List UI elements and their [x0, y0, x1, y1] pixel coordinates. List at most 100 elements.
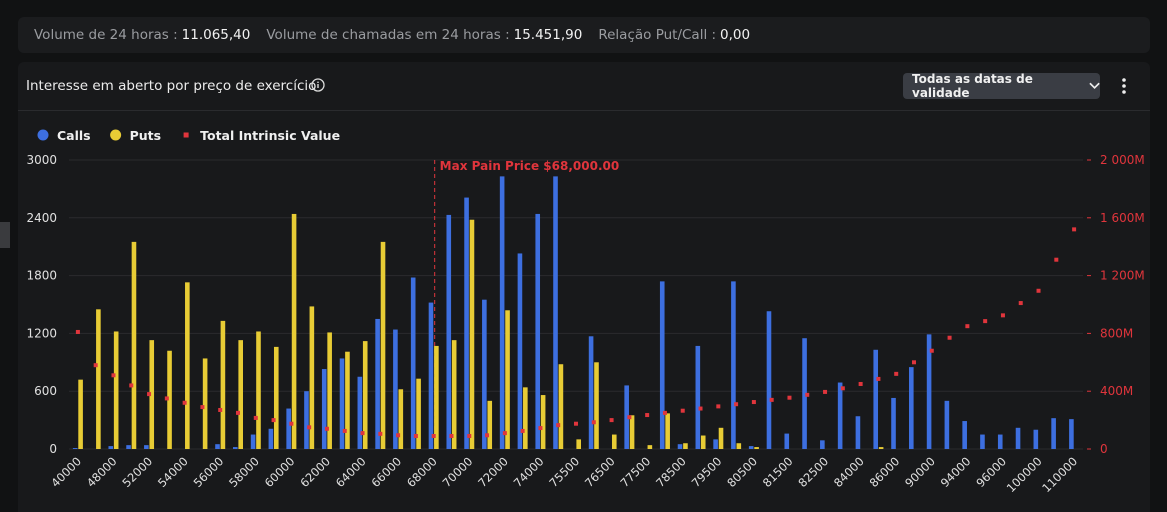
bar: [202, 358, 208, 449]
intrinsic-point: [360, 431, 365, 436]
bar: [339, 358, 345, 449]
intrinsic-point: [894, 371, 899, 376]
bar: [238, 340, 243, 449]
y2-tick-label: 1 600M: [1100, 211, 1145, 225]
bar: [665, 413, 670, 449]
intrinsic-point: [93, 363, 98, 368]
bar: [126, 445, 131, 449]
bar: [588, 336, 594, 449]
expiry-dropdown[interactable]: Todas as datas de validade: [903, 72, 1100, 100]
intrinsic-point: [396, 433, 401, 438]
intrinsic-point: [289, 421, 294, 426]
bar: [980, 434, 985, 449]
bar: [837, 382, 843, 449]
intrinsic-point: [1054, 257, 1059, 262]
bar: [428, 302, 434, 449]
intrinsic-point: [413, 433, 418, 438]
bar: [250, 434, 256, 449]
bar: [517, 253, 523, 449]
divider: [18, 110, 1150, 111]
intrinsic-point: [556, 423, 561, 428]
bar: [820, 440, 825, 449]
legend-label: Calls: [57, 128, 91, 143]
x-tick-label: 84000: [831, 454, 867, 490]
x-tick-label: 74000: [511, 454, 547, 490]
bar: [713, 439, 718, 449]
intrinsic-point: [787, 395, 792, 400]
x-tick-label: 80500: [724, 454, 760, 490]
x-tick-label: 70000: [440, 454, 476, 490]
bar: [647, 445, 653, 449]
bar: [345, 351, 350, 449]
x-tick-label: 79500: [689, 454, 725, 490]
bar: [78, 379, 83, 449]
x-tick-label: 81500: [760, 454, 796, 490]
bar: [185, 282, 190, 449]
info-icon[interactable]: [311, 78, 325, 92]
intrinsic-point: [1000, 313, 1005, 318]
x-tick-label: 58000: [226, 454, 262, 490]
bar: [434, 345, 439, 449]
y2-tick-label: 2 000M: [1100, 153, 1145, 167]
bar: [233, 447, 238, 449]
intrinsic-point: [431, 433, 436, 438]
bar: [1069, 419, 1074, 449]
stat-value: 15.451,90: [513, 27, 583, 43]
intrinsic-point: [485, 433, 490, 438]
bar: [149, 340, 155, 449]
x-tick-label: 76500: [582, 454, 618, 490]
chevron: [1089, 82, 1100, 90]
bar: [144, 445, 149, 449]
intrinsic-point: [734, 402, 739, 407]
x-tick-label: 78500: [653, 454, 689, 490]
intrinsic-point: [858, 381, 863, 386]
bar: [754, 447, 759, 449]
x-tick-label: 82500: [795, 454, 831, 490]
bar: [72, 448, 78, 449]
intrinsic-point: [1018, 301, 1023, 306]
x-tick-label: 66000: [368, 454, 404, 490]
intrinsic-point: [307, 425, 312, 430]
bar: [357, 376, 363, 449]
bar: [451, 340, 457, 449]
legend-swatch: [37, 129, 49, 141]
bar: [286, 408, 291, 449]
menu-icon[interactable]: [1118, 76, 1130, 96]
x-tick-label: 56000: [191, 454, 227, 490]
intrinsic-point: [502, 431, 507, 436]
bar: [215, 444, 220, 449]
bar: [362, 341, 368, 449]
bar: [962, 421, 967, 449]
x-tick-label: 68000: [404, 454, 440, 490]
intrinsic-point: [840, 386, 845, 391]
stat-label: Relação Put/Call :: [598, 27, 717, 43]
bar: [375, 318, 380, 449]
y-tick-label: 0: [49, 442, 57, 456]
bar: [624, 385, 629, 449]
y2-tick-label: 1 200M: [1100, 269, 1145, 283]
intrinsic-point: [698, 406, 703, 411]
bar: [553, 176, 558, 450]
bar: [1051, 418, 1056, 449]
bar: [304, 391, 309, 449]
bar: [393, 329, 398, 449]
x-tick-label: 94000: [938, 454, 974, 490]
bar: [700, 435, 706, 449]
bar: [784, 433, 790, 449]
bar: [380, 241, 386, 449]
stat-label: Volume de 24 horas :: [34, 27, 178, 43]
legend-swatch: [110, 129, 122, 141]
bar: [611, 434, 617, 449]
intrinsic-point: [1072, 227, 1077, 232]
intrinsic-point: [111, 373, 116, 378]
intrinsic-point: [253, 415, 258, 420]
intrinsic-point: [680, 408, 685, 413]
bar: [220, 320, 226, 449]
bar: [659, 281, 665, 449]
bar: [535, 213, 541, 449]
intrinsic-point: [769, 397, 774, 402]
intrinsic-point: [609, 418, 614, 423]
intrinsic-point: [378, 431, 383, 436]
bar: [256, 331, 261, 449]
